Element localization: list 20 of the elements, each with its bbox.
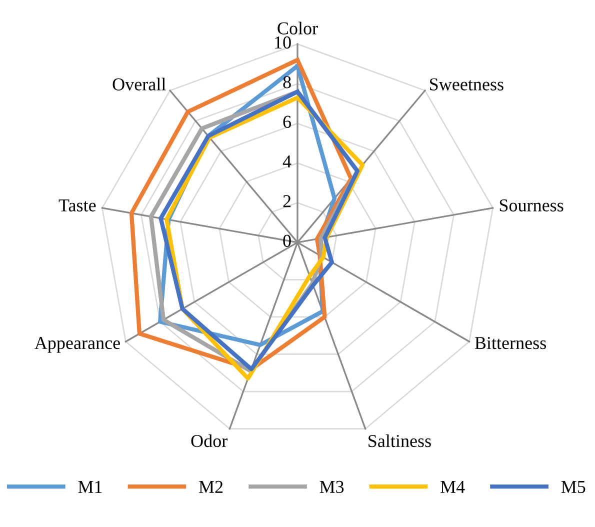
- y-tick-label: 6: [283, 116, 292, 128]
- spoke-label: Taste: [58, 199, 96, 212]
- spoke-label: Appearance: [34, 336, 120, 353]
- legend-label: M2: [199, 480, 223, 493]
- y-tick-label: 10: [275, 36, 291, 49]
- spoke-label: Bitterness: [474, 336, 546, 350]
- spoke-label: Odor: [191, 434, 228, 448]
- spoke-label: Sourness: [500, 199, 564, 212]
- legend-label: M4: [440, 480, 465, 493]
- y-tick-label: 4: [282, 156, 292, 168]
- spoke-label: Overall: [112, 78, 166, 90]
- legend-label: M1: [78, 480, 102, 493]
- y-tick-label: 2: [283, 195, 291, 208]
- y-tick-label: 8: [283, 76, 291, 88]
- y-tick-label: 0: [283, 234, 291, 247]
- legend-label: M3: [320, 480, 344, 494]
- spoke-label: Saltiness: [368, 434, 431, 448]
- spoke-label: Sweetness: [430, 78, 504, 90]
- spoke-label: Color: [278, 22, 318, 34]
- legend-label: M5: [561, 481, 586, 494]
